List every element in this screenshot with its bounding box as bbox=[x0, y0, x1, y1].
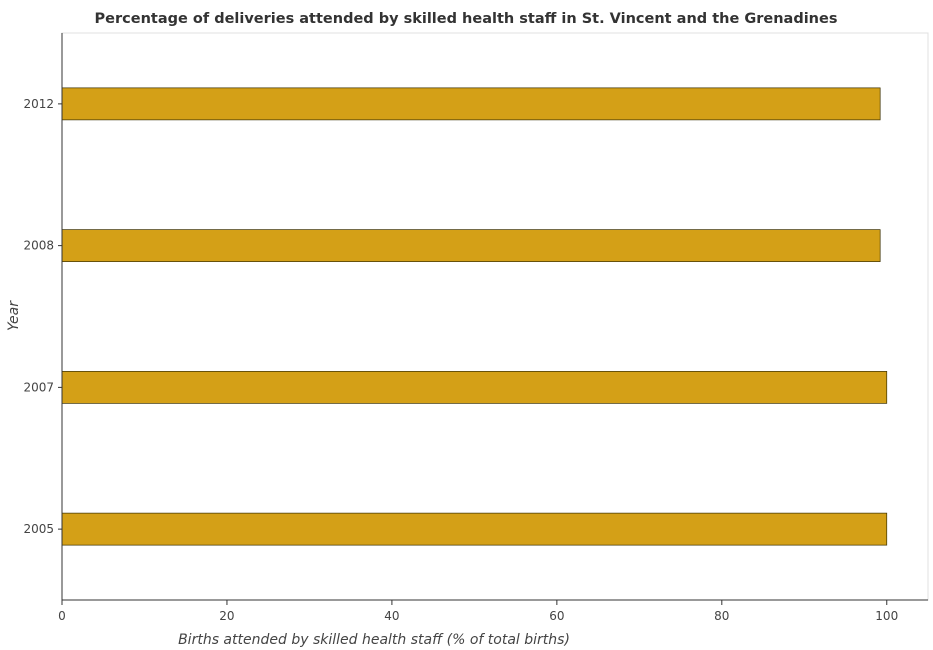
y-axis-label: Year bbox=[6, 300, 22, 331]
bar-2007 bbox=[61, 371, 888, 404]
y-tick-label-2008: 2008 bbox=[23, 239, 54, 253]
x-tick-label-100: 100 bbox=[875, 609, 898, 623]
chart-title: Percentage of deliveries attended by ski… bbox=[95, 11, 838, 27]
y-tick-label-2005: 2005 bbox=[23, 522, 54, 536]
x-tick-label-20: 20 bbox=[219, 609, 234, 623]
x-axis-ticks: 0 20 40 60 80 100 bbox=[58, 600, 898, 623]
bars-group bbox=[61, 87, 888, 546]
x-tick-label-60: 60 bbox=[549, 609, 564, 623]
bar-2008 bbox=[61, 229, 881, 262]
y-axis-ticks: 2005 2007 2008 2012 bbox=[23, 97, 62, 536]
bar-2012 bbox=[61, 87, 881, 121]
y-tick-label-2007: 2007 bbox=[23, 380, 54, 394]
bar-2005 bbox=[61, 512, 888, 546]
y-tick-label-2012: 2012 bbox=[23, 97, 54, 111]
x-tick-label-0: 0 bbox=[58, 609, 66, 623]
x-tick-label-80: 80 bbox=[714, 609, 729, 623]
x-axis-label: Births attended by skilled health staff … bbox=[178, 632, 570, 648]
x-tick-label-40: 40 bbox=[384, 609, 399, 623]
